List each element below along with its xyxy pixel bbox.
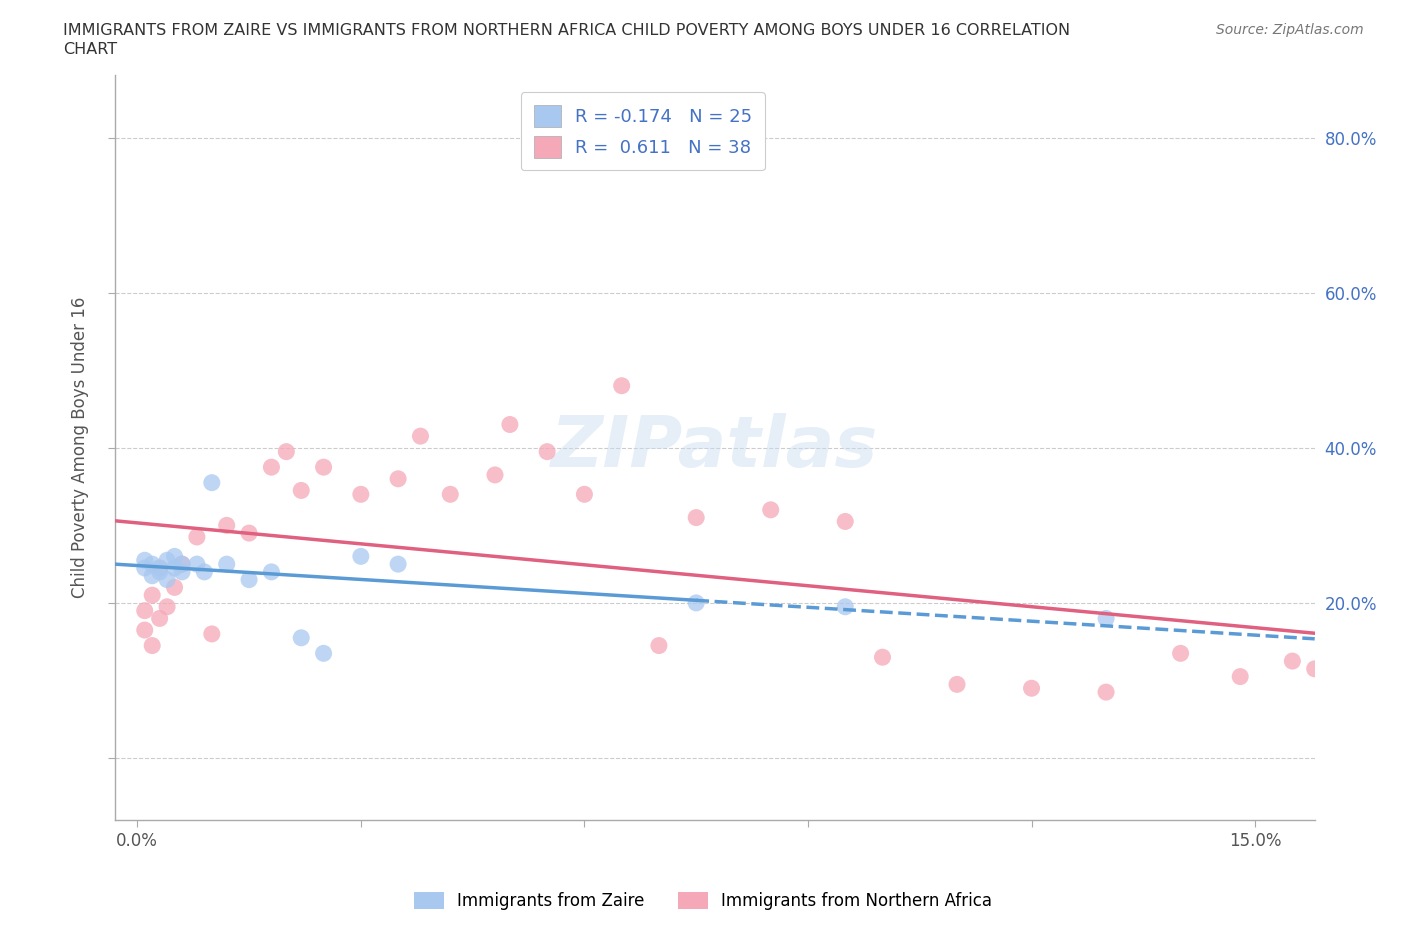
- Point: [1229, 670, 1251, 684]
- Point: [149, 611, 172, 626]
- Point: [536, 445, 558, 459]
- Point: [134, 604, 156, 618]
- Point: [648, 638, 671, 653]
- Point: [201, 627, 224, 642]
- Point: [610, 379, 633, 393]
- Point: [499, 417, 522, 432]
- Text: ZIPatlas: ZIPatlas: [551, 413, 879, 483]
- Point: [834, 599, 856, 614]
- Point: [238, 525, 260, 540]
- Point: [834, 514, 856, 529]
- Point: [1095, 611, 1118, 626]
- Point: [149, 561, 172, 576]
- Point: [574, 487, 596, 502]
- Point: [163, 549, 186, 564]
- Point: [238, 572, 260, 587]
- Point: [685, 595, 707, 610]
- Point: [141, 588, 163, 603]
- Point: [201, 475, 224, 490]
- Point: [260, 459, 283, 474]
- Point: [156, 552, 179, 567]
- Point: [260, 565, 283, 579]
- Point: [156, 599, 179, 614]
- Point: [290, 483, 312, 498]
- Y-axis label: Child Poverty Among Boys Under 16: Child Poverty Among Boys Under 16: [72, 297, 89, 599]
- Point: [1095, 684, 1118, 699]
- Point: [163, 561, 186, 576]
- Point: [1170, 646, 1192, 661]
- Legend: R = -0.174   N = 25, R =  0.611   N = 38: R = -0.174 N = 25, R = 0.611 N = 38: [520, 92, 765, 170]
- Text: Source: ZipAtlas.com: Source: ZipAtlas.com: [1216, 23, 1364, 37]
- Point: [141, 638, 163, 653]
- Point: [149, 561, 172, 576]
- Point: [312, 459, 335, 474]
- Point: [439, 487, 461, 502]
- Point: [149, 565, 172, 579]
- Point: [387, 472, 409, 486]
- Point: [141, 557, 163, 572]
- Point: [186, 557, 208, 572]
- Point: [134, 622, 156, 637]
- Point: [484, 468, 506, 483]
- Point: [156, 572, 179, 587]
- Point: [276, 445, 298, 459]
- Text: IMMIGRANTS FROM ZAIRE VS IMMIGRANTS FROM NORTHERN AFRICA CHILD POVERTY AMONG BOY: IMMIGRANTS FROM ZAIRE VS IMMIGRANTS FROM…: [63, 23, 1070, 38]
- Point: [163, 580, 186, 595]
- Point: [409, 429, 432, 444]
- Point: [215, 557, 238, 572]
- Point: [872, 650, 894, 665]
- Point: [215, 518, 238, 533]
- Point: [170, 557, 193, 572]
- Point: [350, 549, 373, 564]
- Point: [134, 552, 156, 567]
- Point: [350, 487, 373, 502]
- Point: [946, 677, 969, 692]
- Point: [1281, 654, 1303, 669]
- Point: [170, 565, 193, 579]
- Text: CHART: CHART: [63, 42, 117, 57]
- Point: [186, 529, 208, 544]
- Point: [290, 631, 312, 645]
- Point: [141, 568, 163, 583]
- Point: [134, 561, 156, 576]
- Point: [170, 557, 193, 572]
- Point: [312, 646, 335, 661]
- Point: [1021, 681, 1043, 696]
- Point: [193, 565, 215, 579]
- Point: [1303, 661, 1326, 676]
- Legend: Immigrants from Zaire, Immigrants from Northern Africa: Immigrants from Zaire, Immigrants from N…: [408, 885, 998, 917]
- Point: [759, 502, 782, 517]
- Point: [387, 557, 409, 572]
- Point: [685, 511, 707, 525]
